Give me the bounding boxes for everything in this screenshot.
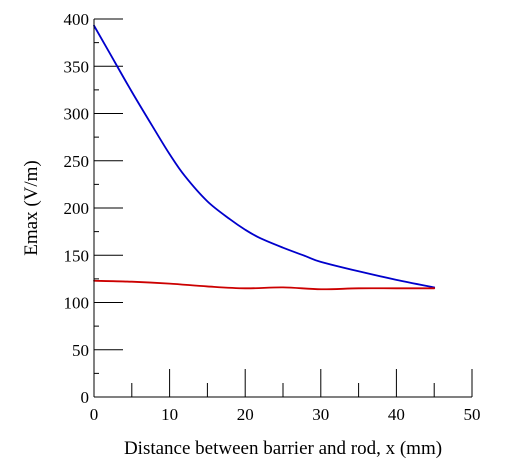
x-tick-label: 20 [237,405,254,424]
x-axis-label: Distance between barrier and rod, x (mm) [124,438,442,459]
y-tick-label: 200 [64,199,90,218]
y-tick-label: 0 [81,388,90,407]
y-tick-label: 400 [64,10,90,29]
x-tick-label: 30 [312,405,329,424]
series-line-2 [93,279,436,291]
y-tick-label: 350 [64,57,90,76]
y-tick-label: 100 [64,294,90,313]
x-tick-label: 50 [464,405,481,424]
x-tick-label: 0 [90,405,99,424]
minor-ticks [94,42,435,397]
series-lines [93,24,436,291]
x-tick-label: 40 [388,405,405,424]
y-tick-label: 300 [64,105,90,124]
major-ticks [93,18,473,398]
y-tick-label: 250 [64,152,90,171]
y-tick-label: 150 [64,246,90,265]
tick-labels: 0 50 100 150 200 250 300 350 400 0 10 20 30 40 50 [64,10,481,424]
series-line-1 [93,24,436,289]
y-axis-label: Emax (V/m) [21,160,42,256]
y-tick-label: 50 [72,341,89,360]
x-tick-label: 10 [161,405,178,424]
